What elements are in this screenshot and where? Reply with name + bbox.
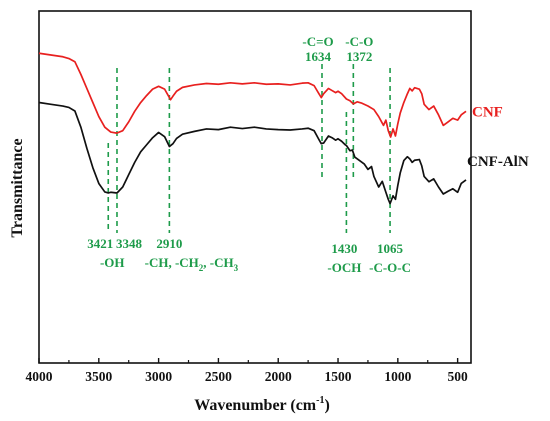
- x-axis-title: Wavenumber (cm-1): [194, 395, 330, 414]
- series-line-cnf-aln: [38, 101, 467, 205]
- annotation-label-2910: 2910: [156, 236, 182, 251]
- series-line-cnf: [38, 52, 467, 138]
- annotation-label-coc: -C-O-C: [369, 260, 411, 275]
- x-tick-label: 3500: [85, 369, 112, 384]
- annotation-label-ch: -CH, -CH2, -CH3: [145, 255, 239, 273]
- x-axis-ticks: [38, 358, 459, 363]
- series-lines: [38, 52, 467, 205]
- legend-label-cnf-aln: CNF-AlN: [467, 154, 529, 170]
- annotation-label-3421: 3421: [87, 236, 113, 251]
- annotation-label-co-double: -C=O: [302, 34, 333, 49]
- annotation-label-co-single: -C-O: [345, 34, 373, 49]
- x-axis-tick-labels: 4000 3500 3000 2500 2000 1500 1000 500: [26, 369, 469, 384]
- x-tick-label: 3000: [145, 369, 172, 384]
- legend-labels: CNF CNF-AlN: [467, 104, 529, 170]
- x-tick-label: 2500: [205, 369, 232, 384]
- x-tick-label: 1500: [325, 369, 352, 384]
- annotation-label-oh: -OH: [100, 255, 125, 270]
- x-tick-label: 500: [448, 369, 469, 384]
- annotation-label-1065: 1065: [377, 241, 404, 256]
- annotation-label-3348: 3348: [116, 236, 143, 251]
- annotation-lines: [107, 64, 391, 233]
- x-tick-label: 1000: [384, 369, 411, 384]
- annotation-label-1634: 1634: [305, 49, 332, 64]
- annotation-label-och: -OCH: [327, 260, 361, 275]
- x-axis-title-superscript: -1: [316, 395, 324, 406]
- plot-frame: [38, 10, 472, 364]
- x-tick-label: 2000: [265, 369, 292, 384]
- legend-label-cnf: CNF: [472, 104, 503, 120]
- y-axis-title: Transmittance: [9, 138, 26, 237]
- annotation-label-1430: 1430: [331, 241, 357, 256]
- x-tick-label: 4000: [26, 369, 53, 384]
- annotation-label-1372: 1372: [346, 49, 372, 64]
